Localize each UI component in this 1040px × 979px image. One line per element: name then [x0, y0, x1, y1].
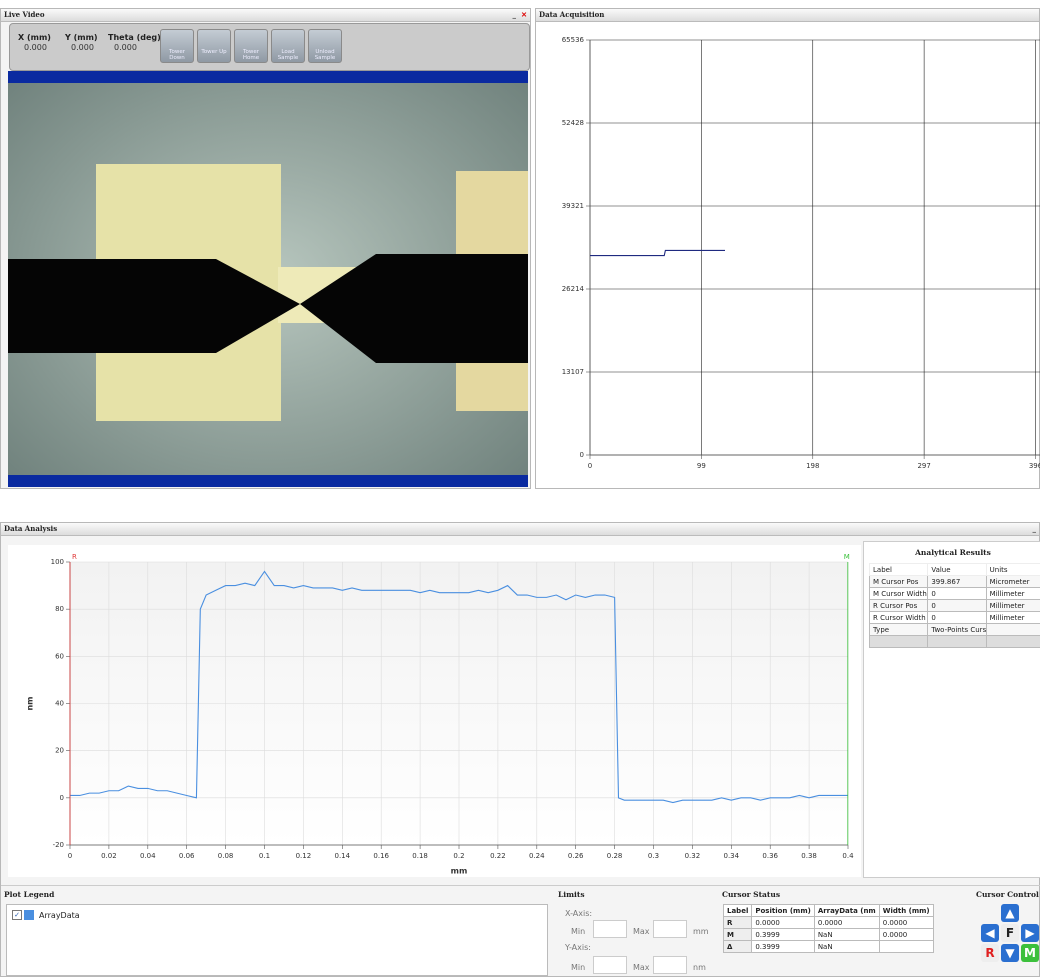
data-line: [590, 250, 725, 255]
x-tick-label: 0.14: [335, 852, 351, 860]
app: Live Video _✕ X (mm)0.000Y (mm)0.000Thet…: [0, 0, 1040, 977]
x-tick-label: 0.02: [101, 852, 117, 860]
y-tick-label: 52428: [562, 119, 584, 127]
x-tick-label: 0.06: [179, 852, 195, 860]
x-tick-label: 0.08: [218, 852, 234, 860]
y-tick-label: 80: [55, 605, 64, 613]
cursor-label: M: [844, 553, 850, 561]
y-tick-label: 60: [55, 652, 64, 660]
x-tick-label: 0.22: [490, 852, 506, 860]
x-tick-label: 0.36: [762, 852, 778, 860]
x-tick-label: 99: [697, 462, 706, 470]
y-tick-label: 13107: [562, 368, 584, 376]
x-tick-label: 0.3: [648, 852, 659, 860]
x-axis-label: mm: [451, 867, 468, 876]
y-tick-label: -20: [53, 841, 64, 849]
x-tick-label: 0.18: [412, 852, 428, 860]
x-tick-label: 0.12: [296, 852, 312, 860]
y-tick-label: 65536: [562, 36, 585, 44]
x-tick-label: 198: [806, 462, 819, 470]
y-tick-label: 0: [60, 794, 64, 802]
x-tick-label: 0.26: [568, 852, 584, 860]
x-tick-label: 297: [917, 462, 930, 470]
x-tick-label: 0.24: [529, 852, 545, 860]
x-tick-label: 0: [588, 462, 592, 470]
y-tick-label: 26214: [562, 285, 585, 293]
y-axis-label: nm: [26, 696, 35, 710]
cursor-label: R: [72, 553, 77, 561]
x-tick-label: 0.4: [842, 852, 854, 860]
y-tick-label: 39321: [562, 202, 584, 210]
y-tick-label: 100: [51, 558, 64, 566]
x-tick-label: 0.1: [259, 852, 270, 860]
y-tick-label: 40: [55, 700, 64, 708]
x-tick-label: 0: [68, 852, 72, 860]
charts: 0 13107 26214 39321 52428 65536 0 99 198 297 396 -2…: [0, 0, 1040, 977]
x-tick-label: 0.38: [801, 852, 817, 860]
x-tick-label: 0.28: [607, 852, 623, 860]
y-tick-label: 20: [55, 747, 64, 755]
x-tick-label: 0.2: [453, 852, 464, 860]
x-tick-label: 0.04: [140, 852, 156, 860]
x-tick-label: 396: [1029, 462, 1040, 470]
x-tick-label: 0.34: [724, 852, 740, 860]
x-tick-label: 0.32: [685, 852, 701, 860]
y-tick-label: 0: [580, 451, 584, 459]
x-tick-label: 0.16: [373, 852, 389, 860]
